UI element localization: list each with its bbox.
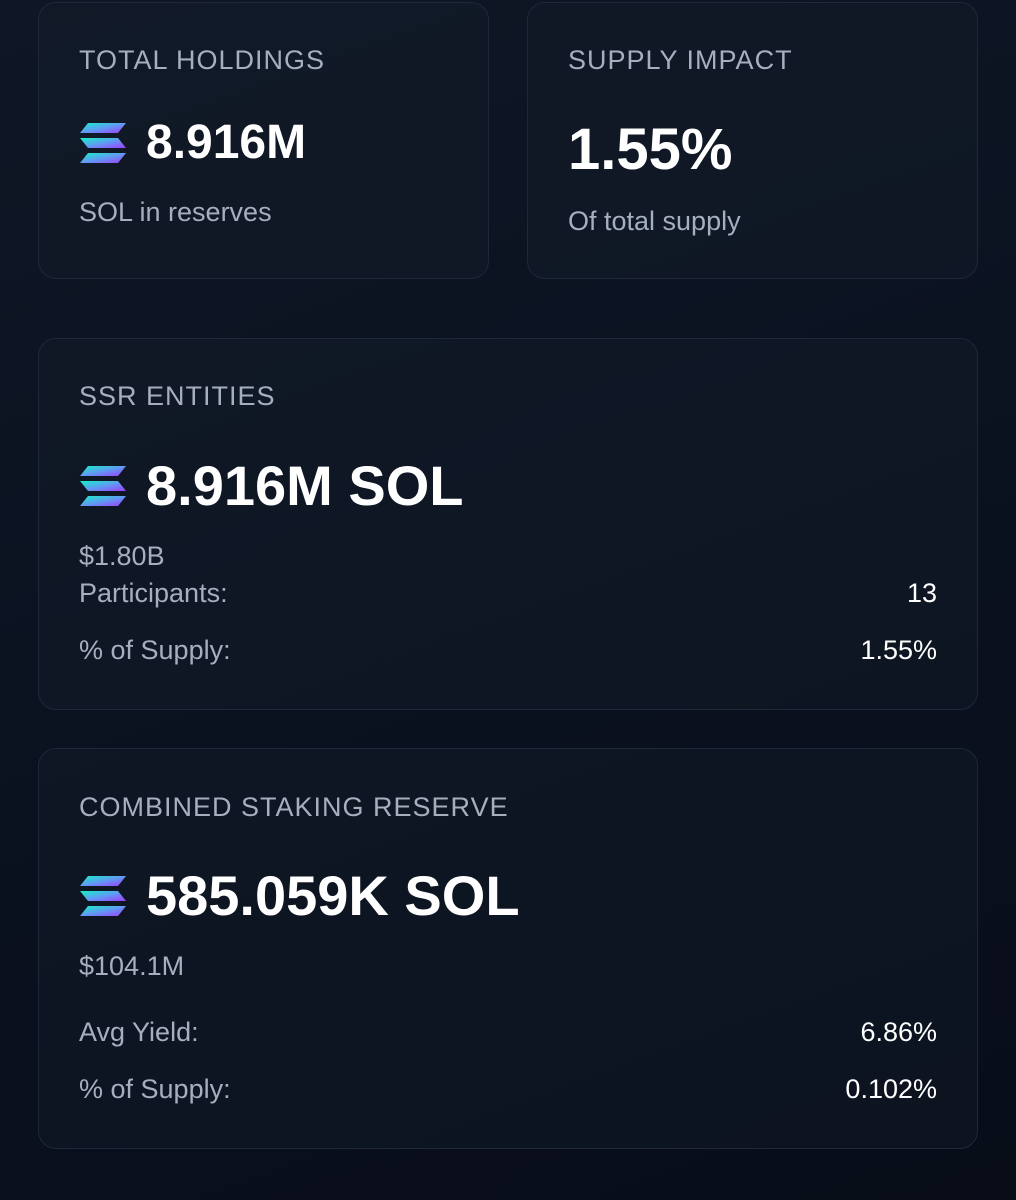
total-holdings-card: TOTAL HOLDINGS 8.916M SOL in reserves — [38, 2, 489, 279]
combined-staking-value-row: 585.059K SOL — [79, 868, 520, 924]
total-holdings-title: TOTAL HOLDINGS — [79, 45, 326, 75]
total-holdings-subtitle: SOL in reserves — [79, 197, 272, 227]
staking-supply-percent-label: % of Supply: — [79, 1074, 231, 1104]
avg-yield-label: Avg Yield: — [79, 1017, 199, 1047]
supply-impact-value: 1.55% — [568, 117, 733, 182]
total-holdings-value: 8.916M — [146, 116, 307, 169]
avg-yield-value: 6.86% — [860, 1017, 937, 1047]
participants-label: Participants: — [79, 578, 228, 608]
combined-staking-value: 585.059K SOL — [146, 864, 520, 927]
ssr-supply-percent-label: % of Supply: — [79, 635, 231, 665]
ssr-entities-value: 8.916M SOL — [146, 454, 464, 517]
ssr-entities-value-row: 8.916M SOL — [79, 458, 463, 514]
combined-staking-reserve-card: COMBINED STAKING RESERVE 585.059K SOL $1… — [38, 748, 978, 1149]
supply-impact-subtitle: Of total supply — [568, 206, 741, 236]
solana-logo-icon — [80, 466, 126, 506]
ssr-supply-percent-value: 1.55% — [860, 635, 937, 665]
solana-logo-icon — [80, 123, 126, 163]
supply-impact-card: SUPPLY IMPACT 1.55% Of total supply — [527, 2, 978, 279]
combined-staking-reserve-title: COMBINED STAKING RESERVE — [79, 792, 509, 822]
ssr-entities-title: SSR ENTITIES — [79, 381, 276, 411]
combined-staking-usd-value: $104.1M — [79, 951, 185, 981]
ssr-entities-usd-value: $1.80B — [79, 541, 165, 571]
solana-logo-icon — [80, 876, 126, 916]
ssr-entities-card: SSR ENTITIES 8.916M SOL $1.80B Participa… — [38, 338, 978, 710]
participants-value: 13 — [906, 578, 937, 608]
staking-supply-percent-value: 0.102% — [845, 1074, 937, 1104]
supply-impact-title: SUPPLY IMPACT — [568, 45, 793, 75]
total-holdings-value-row: 8.916M — [79, 119, 306, 167]
